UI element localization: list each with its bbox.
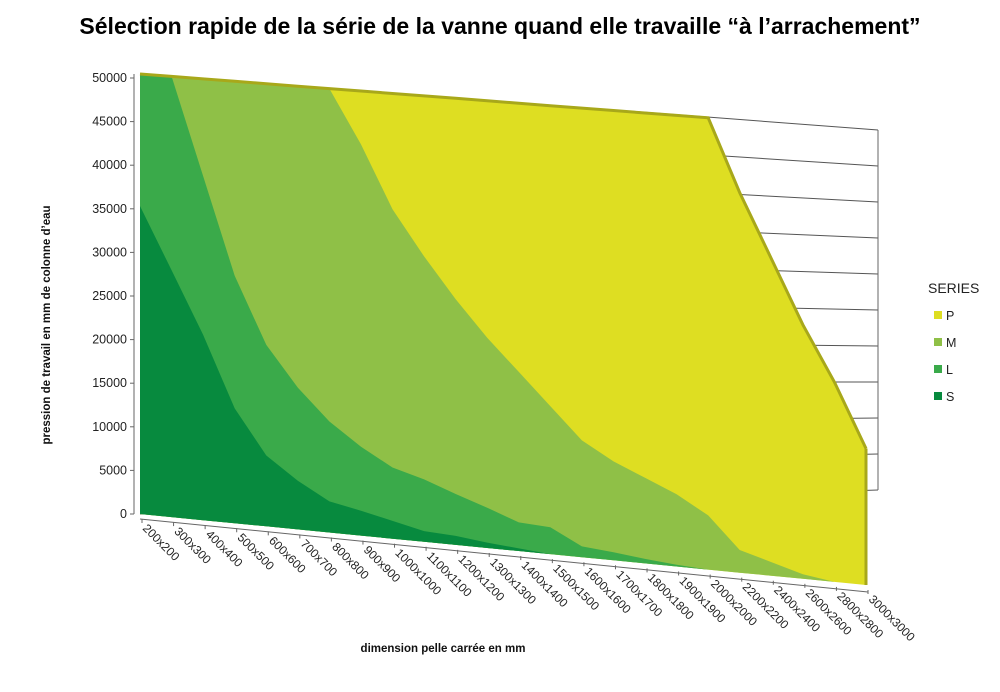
legend-swatch-L [934,365,942,373]
y-tick-label: 30000 [92,245,127,259]
y-axis: 0 5000 10000 15000 20000 25000 30000 35000 40000… [92,71,135,521]
legend-title: SERIES [928,280,979,296]
plot-area [139,72,868,585]
y-tick-label: 25000 [92,289,127,303]
x-tick-label: 800x800 [329,540,372,583]
y-tick-label: 50000 [92,71,127,85]
legend-label-L: L [946,363,953,377]
legend-label-M: M [946,336,956,350]
y-tick-label: 0 [120,507,127,521]
y-axis-label: pression de travail en mm de colonne d’e… [41,205,53,444]
y-tick-label: 45000 [92,115,127,129]
legend-label-S: S [946,390,954,404]
x-tick-label: 200x200 [140,521,183,564]
x-axis-label: dimension pelle carrée en mm [361,643,526,655]
y-tick-label: 40000 [92,158,127,172]
x-tick-label: 500x500 [235,530,278,573]
y-tick-label: 15000 [92,376,127,390]
x-tick-label: 300x300 [171,524,214,567]
x-tick-label: 700x700 [298,537,341,580]
x-axis-line [139,518,869,593]
series-P-rim [139,72,868,450]
y-tick-label: 20000 [92,333,127,347]
x-tick-label: 400x400 [203,527,246,570]
legend-label-P: P [946,309,954,323]
area-series-L [140,74,866,585]
y-tick-label: 35000 [92,202,127,216]
x-tick-label: 600x600 [266,534,309,577]
legend-swatch-P [934,311,942,319]
x-tick-label: 900x900 [361,543,404,586]
legend-swatch-M [934,338,942,346]
legend-swatch-S [934,392,942,400]
x-axis: 200x200300x300400x400500x500600x600700x7… [139,518,918,644]
y-tick-label: 5000 [99,463,127,477]
y-tick-label: 10000 [92,420,127,434]
chart-title: Sélection rapide de la série de la vanne… [79,13,920,39]
